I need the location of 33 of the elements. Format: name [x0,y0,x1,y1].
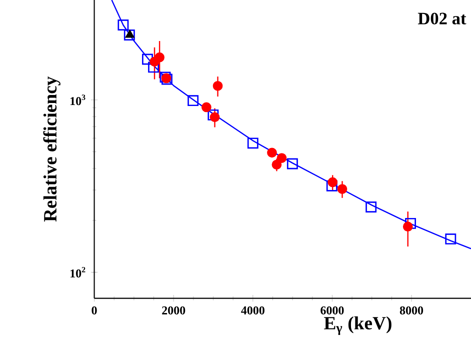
x-tick-label: 2000 [162,306,186,314]
point [154,52,164,62]
point [286,158,298,170]
x-tick-label: 4000 [241,306,264,314]
point [276,153,287,163]
y-axis-title: Relative efficiency [43,76,60,222]
x-tick-label: 8000 [400,306,424,314]
point [247,138,258,149]
point [125,30,134,38]
point [210,112,220,122]
point [328,177,338,188]
text: D02 at [418,12,466,24]
point [201,102,212,112]
point [402,222,413,232]
x-axis-title: E$_{γ}$ (keV) [324,316,392,335]
point [337,184,348,194]
point [142,54,153,65]
point [148,62,159,73]
point [326,180,338,192]
point [445,233,456,244]
x-tick-label: 0 [92,306,97,314]
point [208,109,219,120]
point [212,80,223,91]
point [118,20,129,30]
point [124,30,135,40]
point [366,202,377,212]
x-tick-label: 6000 [320,306,344,314]
y-tick-label: 10$^{2}$ [70,266,86,278]
point [188,95,199,106]
point [272,160,282,170]
y-tick-label: 10$^{3}$ [70,94,86,106]
point [267,148,277,158]
line-series [111,0,471,250]
